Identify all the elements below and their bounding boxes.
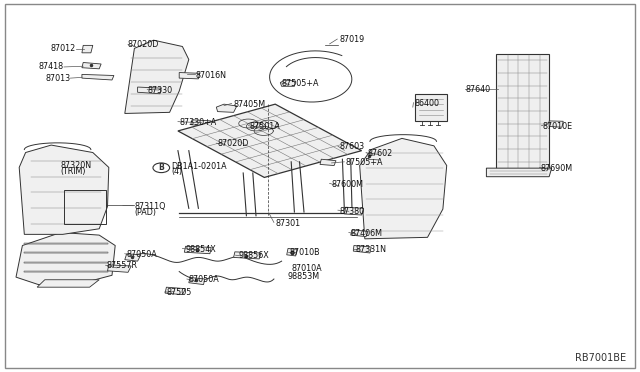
Polygon shape xyxy=(353,246,371,253)
Text: 87690M: 87690M xyxy=(541,164,573,173)
Polygon shape xyxy=(108,265,131,272)
Polygon shape xyxy=(344,207,364,215)
Polygon shape xyxy=(415,94,447,121)
Polygon shape xyxy=(125,254,141,261)
Text: DB1A1-0201A: DB1A1-0201A xyxy=(172,162,227,171)
Text: 87505+A: 87505+A xyxy=(346,158,383,167)
Polygon shape xyxy=(37,280,99,287)
Text: 87640: 87640 xyxy=(466,85,491,94)
Text: 87012: 87012 xyxy=(51,44,76,53)
Text: 87330: 87330 xyxy=(147,86,172,94)
Text: 87010A: 87010A xyxy=(292,264,323,273)
Text: 87013: 87013 xyxy=(45,74,70,83)
Polygon shape xyxy=(165,287,186,295)
Polygon shape xyxy=(179,73,200,79)
Polygon shape xyxy=(351,230,368,237)
Text: 87505: 87505 xyxy=(166,288,192,296)
Text: 87330+A: 87330+A xyxy=(179,118,216,126)
Text: 98854X: 98854X xyxy=(186,245,216,254)
Text: 98853M: 98853M xyxy=(288,272,320,280)
Text: 87301: 87301 xyxy=(275,219,300,228)
Polygon shape xyxy=(287,248,297,256)
Text: B: B xyxy=(159,163,164,172)
Text: 87320N: 87320N xyxy=(61,161,92,170)
Polygon shape xyxy=(320,159,336,166)
Text: 87016N: 87016N xyxy=(195,71,226,80)
Polygon shape xyxy=(82,74,114,80)
Text: 87019: 87019 xyxy=(339,35,364,44)
Polygon shape xyxy=(549,121,563,127)
Text: 87501A: 87501A xyxy=(250,122,280,131)
Polygon shape xyxy=(184,246,211,254)
Text: 87010B: 87010B xyxy=(289,248,320,257)
Text: 87418: 87418 xyxy=(39,62,64,71)
Polygon shape xyxy=(280,80,296,86)
Text: 87603: 87603 xyxy=(339,142,364,151)
Text: 87600M: 87600M xyxy=(332,180,364,189)
Text: 98856X: 98856X xyxy=(238,251,269,260)
Text: 87311Q: 87311Q xyxy=(134,202,166,211)
Polygon shape xyxy=(360,138,447,239)
Text: 87010E: 87010E xyxy=(543,122,573,131)
Polygon shape xyxy=(216,104,237,112)
Text: 87020D: 87020D xyxy=(128,40,159,49)
Text: 87406M: 87406M xyxy=(351,229,383,238)
Text: 87405M: 87405M xyxy=(234,100,266,109)
Polygon shape xyxy=(189,278,205,285)
Text: (PAD): (PAD) xyxy=(134,208,156,217)
Polygon shape xyxy=(82,62,101,69)
Polygon shape xyxy=(138,87,161,94)
Text: 87331N: 87331N xyxy=(355,246,386,254)
Polygon shape xyxy=(234,252,261,259)
Text: 87602: 87602 xyxy=(368,149,393,158)
Polygon shape xyxy=(19,145,109,234)
Text: 87050A: 87050A xyxy=(189,275,220,284)
Text: 87505+A: 87505+A xyxy=(282,79,319,88)
Polygon shape xyxy=(125,40,189,113)
Polygon shape xyxy=(486,168,552,177)
Polygon shape xyxy=(16,232,115,285)
Polygon shape xyxy=(178,104,362,177)
Text: 87557R: 87557R xyxy=(107,262,138,270)
Polygon shape xyxy=(496,54,549,169)
Text: (4): (4) xyxy=(172,167,182,176)
Polygon shape xyxy=(218,141,238,148)
Polygon shape xyxy=(82,45,93,53)
Text: 87020D: 87020D xyxy=(218,139,249,148)
Text: 87380: 87380 xyxy=(339,207,364,216)
Text: 86400: 86400 xyxy=(415,99,440,108)
Text: (TRIM): (TRIM) xyxy=(61,167,86,176)
Polygon shape xyxy=(191,120,211,126)
Text: 87050A: 87050A xyxy=(127,250,157,259)
Text: RB7001BE: RB7001BE xyxy=(575,353,626,363)
